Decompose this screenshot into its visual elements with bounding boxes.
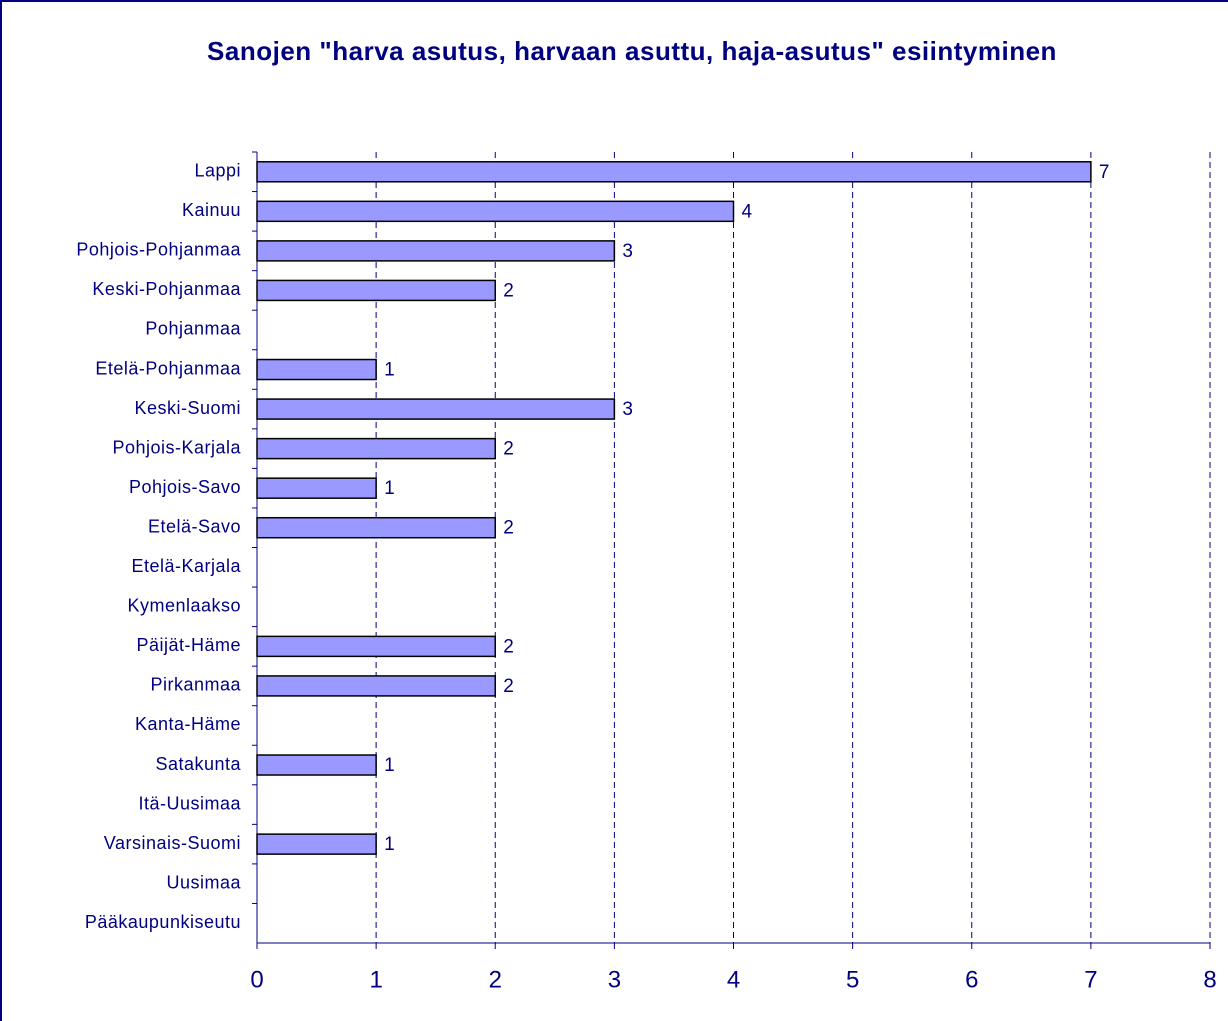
y-tick-label: Kanta-Häme bbox=[135, 714, 241, 734]
y-tick-label: Päijät-Häme bbox=[136, 635, 241, 655]
data-label: 2 bbox=[503, 280, 514, 301]
data-label: 2 bbox=[503, 439, 514, 460]
bar bbox=[256, 675, 496, 697]
y-tick-label: Keski-Suomi bbox=[134, 398, 241, 418]
data-label: 3 bbox=[622, 241, 633, 262]
y-tick-label: Keski-Pohjanmaa bbox=[92, 279, 241, 299]
x-tick-label: 1 bbox=[369, 966, 382, 993]
data-label: 1 bbox=[384, 478, 395, 499]
y-tick-label: Kainuu bbox=[182, 200, 241, 220]
bar bbox=[256, 279, 496, 302]
data-label: 1 bbox=[384, 755, 395, 776]
data-label: 2 bbox=[503, 518, 514, 539]
data-label: 4 bbox=[742, 201, 753, 222]
y-tick-label: Pohjois-Karjala bbox=[112, 437, 241, 457]
bar bbox=[256, 437, 496, 460]
data-label: 2 bbox=[503, 636, 514, 657]
y-tick-label: Pohjois-Pohjanmaa bbox=[76, 240, 241, 260]
y-tick-label: Uusimaa bbox=[166, 872, 241, 892]
y-tick-label: Pohjois-Savo bbox=[129, 477, 241, 497]
bar bbox=[256, 200, 735, 223]
bar bbox=[256, 754, 377, 776]
x-tick-label: 4 bbox=[727, 966, 740, 993]
y-tick-label: Etelä-Pohjanmaa bbox=[95, 358, 241, 378]
y-tick-label: Pirkanmaa bbox=[150, 675, 241, 695]
data-label: 1 bbox=[384, 360, 395, 381]
y-tick-label: Pohjanmaa bbox=[145, 319, 241, 339]
bar bbox=[256, 161, 1092, 183]
data-label: 7 bbox=[1099, 162, 1110, 183]
y-tick-label: Itä-Uusimaa bbox=[138, 793, 241, 813]
x-tick-label: 5 bbox=[846, 966, 859, 993]
x-tick-label: 6 bbox=[965, 966, 978, 993]
x-tick-label: 0 bbox=[250, 966, 263, 993]
y-tick-label: Varsinais-Suomi bbox=[104, 833, 241, 853]
y-tick-label: Etelä-Karjala bbox=[131, 556, 241, 576]
bar bbox=[256, 398, 616, 420]
bar bbox=[256, 358, 377, 381]
y-tick-label: Etelä-Savo bbox=[148, 516, 241, 536]
bar bbox=[256, 240, 616, 262]
x-tick-label: 3 bbox=[608, 966, 621, 993]
chart-title: Sanojen "harva asutus, harvaan asuttu, h… bbox=[207, 36, 1057, 66]
data-label: 1 bbox=[384, 834, 395, 855]
y-tick-label: Kymenlaakso bbox=[127, 596, 241, 616]
y-tick-label: Lappi bbox=[194, 161, 241, 181]
data-label: 3 bbox=[622, 399, 633, 420]
bar bbox=[256, 635, 496, 658]
x-tick-label: 2 bbox=[489, 966, 502, 993]
bar bbox=[256, 833, 377, 855]
x-tick-label: 7 bbox=[1084, 966, 1097, 993]
bar bbox=[256, 516, 496, 539]
y-tick-label: Pääkaupunkiseutu bbox=[85, 912, 241, 932]
x-tick-label: 8 bbox=[1203, 966, 1216, 993]
bar bbox=[256, 477, 377, 499]
y-tick-label: Satakunta bbox=[155, 754, 241, 774]
data-label: 2 bbox=[503, 676, 514, 697]
